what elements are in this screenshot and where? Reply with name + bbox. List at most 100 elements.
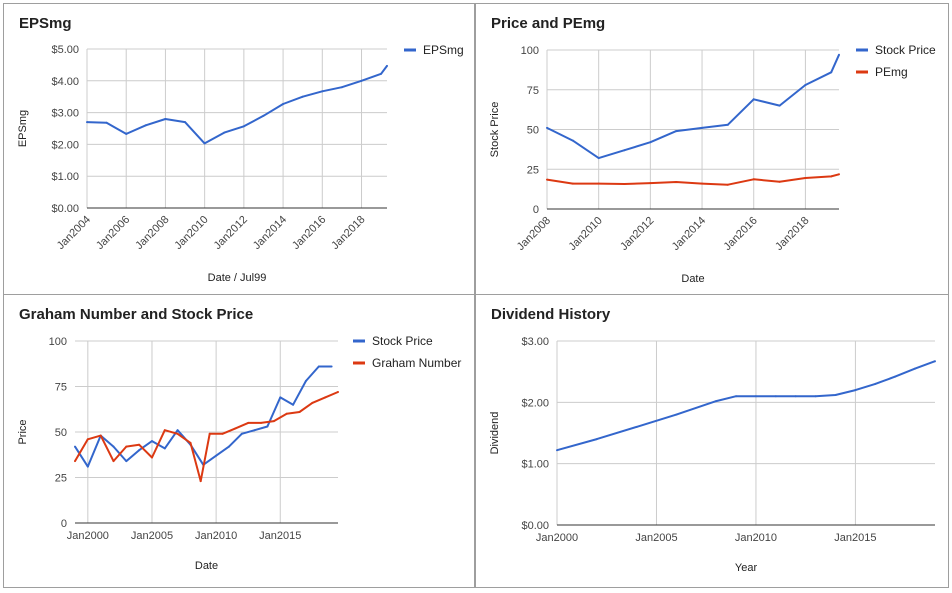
data-point (595, 438, 598, 441)
x-tick-label: Jan2016 (290, 214, 328, 252)
y-tick-label: 100 (49, 336, 67, 348)
y-tick-label: 100 (521, 45, 539, 57)
data-point (324, 396, 327, 399)
data-point (163, 429, 166, 432)
chart-title: Dividend History (491, 306, 611, 323)
data-point (838, 53, 840, 56)
data-point (814, 395, 817, 398)
data-point (571, 139, 574, 142)
data-point (99, 434, 102, 437)
data-point (838, 173, 840, 176)
x-tick-label: Jan2000 (536, 532, 578, 544)
y-axis-title: EPSmg (17, 110, 29, 147)
x-axis-title: Date / Jul99 (208, 272, 267, 284)
data-point (221, 432, 224, 435)
data-point (199, 480, 202, 483)
y-tick-label: $2.00 (51, 139, 79, 151)
data-point (125, 445, 128, 448)
data-point (675, 181, 678, 183)
y-tick-label: $2.00 (521, 397, 549, 409)
data-point (340, 86, 343, 89)
data-point (571, 182, 574, 185)
data-point (934, 360, 936, 363)
data-point (546, 178, 548, 181)
data-point (223, 131, 226, 134)
data-point (854, 389, 857, 392)
data-point (597, 182, 600, 185)
data-point (163, 447, 166, 450)
chart-title: Price and PEmg (491, 15, 606, 32)
data-point (754, 395, 757, 398)
x-tick-label: Jan2008 (133, 214, 171, 252)
x-tick-label: Jan2016 (722, 215, 760, 253)
data-point (330, 365, 333, 368)
x-axis-title: Year (735, 562, 758, 574)
graham-chart: 0 25 50 75 100 Jan2000 Jan2005 Jan2010 Jan2015 Da… (17, 334, 461, 572)
data-point (321, 90, 324, 93)
data-point (301, 95, 304, 98)
data-point (285, 412, 288, 415)
data-point (337, 391, 339, 393)
data-point (189, 441, 192, 444)
x-tick-label: Jan2014 (251, 214, 289, 252)
data-point (282, 103, 285, 105)
data-point (176, 429, 179, 432)
data-point (112, 445, 115, 448)
data-point (804, 177, 807, 179)
x-tick-label: Jan2012 (212, 214, 250, 252)
data-point (164, 118, 167, 120)
data-point (260, 421, 262, 424)
data-point (151, 440, 153, 443)
data-point (176, 432, 179, 435)
data-point (86, 121, 88, 124)
graham-chart-panel: Graham Number and Stock Price 0 25 50 75 100… (3, 294, 475, 588)
y-axis-title: Stock Price (489, 102, 501, 158)
series-line-0 (74, 365, 332, 468)
data-point (74, 445, 76, 448)
data-point (298, 411, 301, 413)
data-point (203, 142, 206, 145)
x-tick-label: Jan2012 (618, 215, 656, 253)
data-point (635, 425, 638, 428)
y-tick-label: $1.00 (521, 459, 549, 471)
data-point (623, 183, 626, 185)
data-point (830, 175, 833, 178)
y-tick-label: 0 (61, 518, 67, 530)
y-tick-label: $4.00 (51, 76, 79, 88)
x-tick-label: Jan2010 (735, 532, 777, 544)
y-tick-label: $5.00 (51, 44, 79, 56)
data-point (208, 432, 211, 435)
y-axis-title: Dividend (489, 412, 501, 455)
data-point (735, 395, 738, 398)
data-point (726, 123, 729, 126)
x-axis-title: Date (195, 560, 218, 572)
data-point (546, 126, 548, 129)
data-point (752, 178, 755, 181)
data-point (649, 182, 652, 185)
series-line-0 (556, 360, 936, 452)
x-tick-label: Jan2015 (834, 532, 876, 544)
data-point (752, 98, 755, 101)
legend-entry: Graham Number (372, 356, 461, 370)
data-point (234, 427, 237, 430)
x-axis-title: Date (681, 273, 704, 285)
x-tick-label: Jan2008 (515, 215, 553, 253)
y-tick-label: 75 (55, 382, 67, 394)
chart-title: Graham Number and Stock Price (19, 306, 254, 323)
dividend-chart-panel: Dividend History $0.00 $1.00 $2.00 $3.00 Jan… (475, 294, 949, 588)
data-point (86, 465, 89, 468)
x-tick-label: Jan2000 (67, 530, 109, 542)
data-point (778, 180, 781, 183)
data-point (125, 132, 128, 135)
data-point (262, 114, 265, 117)
data-point (380, 72, 383, 75)
data-point (253, 429, 256, 432)
data-point (105, 121, 108, 124)
data-point (804, 84, 807, 86)
data-point (317, 365, 320, 368)
data-point (151, 456, 153, 459)
y-tick-label: $0.00 (521, 520, 549, 532)
data-point (138, 443, 141, 446)
data-point (914, 367, 917, 370)
